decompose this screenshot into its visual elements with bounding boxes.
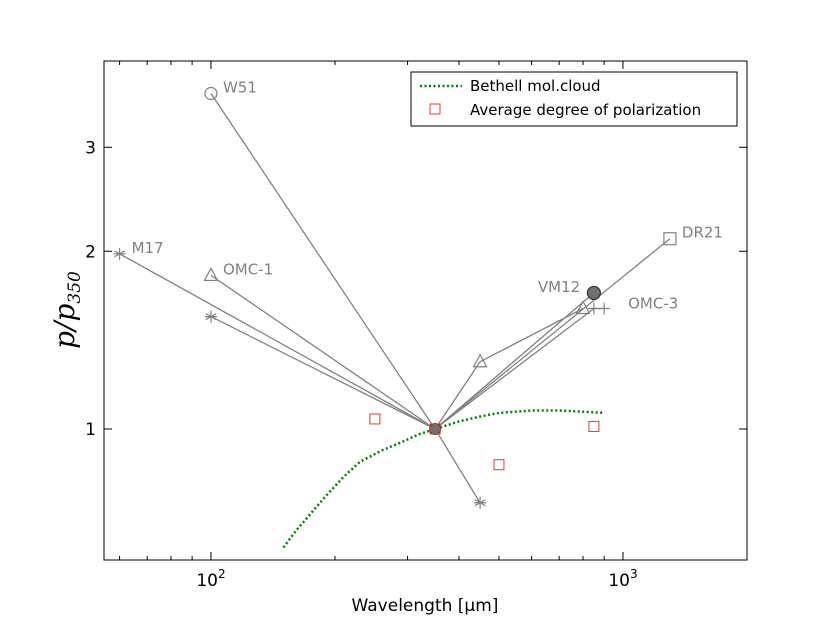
x-tick-label-base: 10: [196, 571, 218, 591]
marker-dr21-1: [663, 232, 677, 246]
y-axis-label-main: p/p: [48, 304, 81, 349]
y-axis-label: p/p350: [48, 271, 85, 349]
marker-omc-1-2: [472, 353, 488, 368]
legend-bethell-label: Bethell mol.cloud: [470, 77, 601, 95]
annotation-w51: W51: [223, 79, 257, 97]
x-tick-label-base: 10: [608, 571, 630, 591]
x-tick-label: 102: [196, 567, 225, 591]
plot-frame: [103, 60, 748, 561]
marker-omc-3-2: [598, 302, 611, 315]
y-axis-label-sub: 350: [65, 271, 85, 304]
chart-marks: W51 M17 OMC-1 DR21 VM12 OMC-3: [113, 79, 723, 549]
average-polarization-point-2: [588, 420, 600, 432]
marker-m17-2: [474, 496, 487, 509]
x-axis-label: Wavelength [μm]: [352, 596, 499, 616]
annotation-omc-1: OMC-1: [223, 260, 273, 278]
reference-point-square: [429, 423, 441, 435]
series-line-omc-1: [210, 274, 584, 430]
marker-omc-1-3: [575, 300, 591, 315]
annotation-omc-3: OMC-3: [628, 294, 678, 312]
y-tick-label: 1: [85, 420, 96, 440]
annotation-dr21: DR21: [682, 224, 723, 242]
legend-average-label: Average degree of polarization: [470, 101, 701, 119]
series-line-omc-1-100-m-star-: [210, 316, 436, 430]
x-tick-label-exp: 2: [218, 567, 226, 581]
marker-omc-1-0: [203, 267, 219, 282]
marker-w51-1: [204, 86, 218, 101]
reference-point: [429, 423, 442, 436]
legend-average-swatch: [429, 103, 441, 115]
annotation-m17: M17: [132, 239, 164, 257]
y-tick-label: 3: [85, 138, 96, 158]
legend: Bethell mol.cloud Average degree of pola…: [410, 71, 738, 127]
marker-m17-0: [113, 247, 126, 260]
marker-omc-3-1: [587, 302, 600, 315]
series-line-dr21: [434, 238, 671, 430]
average-polarization-point-1: [493, 459, 505, 471]
plot-area: [104, 61, 747, 560]
series-line-w51: [210, 93, 436, 430]
y-tick-label: 2: [85, 242, 96, 262]
series-line-vm12: [434, 292, 595, 430]
svg-text:p/p350: p/p350: [48, 271, 85, 349]
average-polarization-point-0: [369, 413, 381, 425]
legend-box: [410, 71, 738, 127]
x-tick-label-exp: 3: [630, 567, 638, 581]
annotation-vm12: VM12: [538, 278, 580, 296]
x-tick-label: 103: [608, 567, 637, 591]
marker-vm12-1: [586, 285, 601, 301]
marker-omc-1-100-m-star--0: [204, 310, 217, 323]
